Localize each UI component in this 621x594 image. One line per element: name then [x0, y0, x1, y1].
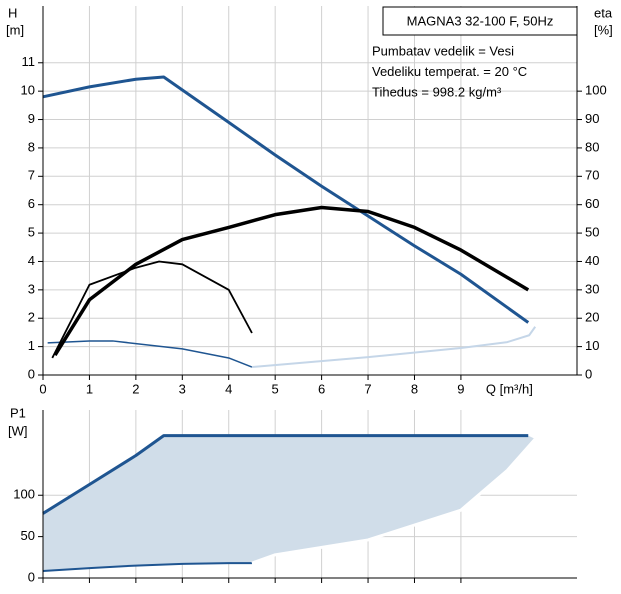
y2-tick-label: 100	[585, 83, 607, 98]
y-tick-label: 50	[21, 528, 35, 543]
y-tick-label: 6	[28, 196, 35, 211]
chart-title: MAGNA3 32-100 F, 50Hz	[407, 13, 554, 28]
y-tick-label: 11	[22, 54, 36, 69]
curve	[251, 326, 537, 369]
curve	[42, 562, 252, 572]
curve	[42, 434, 529, 515]
curve	[42, 75, 530, 324]
curve	[251, 437, 537, 565]
y-tick-label: 7	[28, 168, 35, 183]
y2-tick-label: 30	[585, 281, 599, 296]
y-axis-label: P1	[10, 405, 26, 420]
x-tick-label: 3	[179, 381, 186, 396]
y-tick-label: 0	[28, 366, 35, 381]
x-tick-label: 2	[132, 381, 139, 396]
x-tick-label: 8	[411, 381, 418, 396]
y2-tick-label: 40	[585, 253, 599, 268]
x-tick-label: 9	[457, 381, 464, 396]
y-tick-label: 0	[28, 569, 35, 584]
title-box	[382, 6, 578, 36]
x-tick-label: 7	[364, 381, 371, 396]
x-tick-label: 4	[225, 381, 232, 396]
x-tick-label: 6	[318, 381, 325, 396]
y-axis-label: H	[8, 5, 17, 20]
y2-tick-label: 60	[585, 196, 599, 211]
operating-area	[43, 435, 536, 571]
y2-tick-label: 20	[585, 310, 599, 325]
y-tick-label: 2	[28, 310, 35, 325]
annotation: Tihedus = 998.2 kg/m³	[372, 84, 502, 99]
y2-tick-label: 10	[585, 338, 599, 353]
annotation: Vedeliku temperat. = 20 °C	[372, 64, 527, 79]
curve	[53, 205, 530, 357]
x-tick-label: 5	[272, 381, 279, 396]
y-tick-label: 100	[13, 487, 35, 502]
x-axis-label: Q [m³/h]	[486, 381, 533, 396]
annotation: Pumbatav vedelik = Vesi	[372, 43, 514, 58]
y-tick-label: 10	[21, 83, 35, 98]
y-tick-label: 1	[28, 338, 35, 353]
x-tick-label: 1	[86, 381, 93, 396]
y-tick-label: 8	[28, 139, 35, 154]
y2-tick-label: 0	[585, 366, 592, 381]
y2-tick-label: 90	[585, 111, 599, 126]
y-axis-unit: [W]	[8, 423, 28, 438]
y2-axis-label: eta	[594, 5, 613, 20]
y2-tick-label: 70	[585, 168, 599, 183]
y2-axis-unit: [%]	[594, 22, 613, 37]
y2-tick-label: 80	[585, 139, 599, 154]
curve	[51, 260, 253, 359]
y2-tick-label: 50	[585, 225, 599, 240]
y-axis-unit: [m]	[6, 22, 24, 37]
y-tick-label: 9	[28, 111, 35, 126]
y-tick-label: 4	[28, 253, 35, 268]
curve	[47, 340, 253, 368]
y-tick-label: 5	[28, 225, 35, 240]
x-tick-label: 0	[39, 381, 46, 396]
y-tick-label: 3	[28, 281, 35, 296]
